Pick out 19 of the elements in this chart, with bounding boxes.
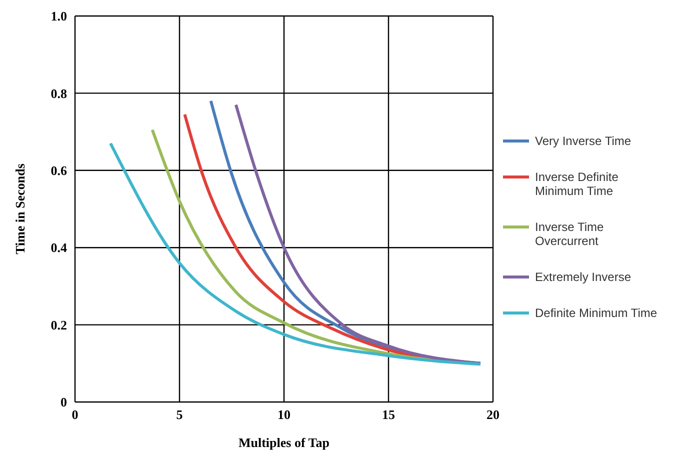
- x-tick-label: 0: [72, 407, 78, 422]
- line-series: [109, 142, 482, 366]
- legend-label: Definite Minimum Time: [535, 306, 658, 320]
- x-axis-title: Multiples of Tap: [238, 435, 330, 450]
- x-tick-label: 5: [176, 407, 184, 422]
- y-tick-label: 0.2: [50, 317, 67, 332]
- y-tick-label: 0.6: [50, 163, 68, 178]
- legend-label: Inverse Time Overcurrent: [535, 220, 605, 248]
- x-tick-label: 20: [486, 407, 500, 422]
- y-tick-label: 1.0: [50, 8, 67, 24]
- legend-label: Inverse Definite Minimum Time: [535, 170, 620, 198]
- legend-label: Extremely Inverse: [535, 270, 632, 284]
- x-tick-label: 15: [382, 407, 396, 422]
- y-tick-label: 0: [60, 394, 67, 410]
- y-tick-label: 0.4: [50, 240, 68, 256]
- y-axis-title: Time in Seconds: [12, 164, 28, 254]
- x-tick-label: 10: [278, 407, 290, 422]
- legend-label: Very Inverse Time: [535, 134, 632, 148]
- y-tick-label: 0.8: [50, 86, 68, 101]
